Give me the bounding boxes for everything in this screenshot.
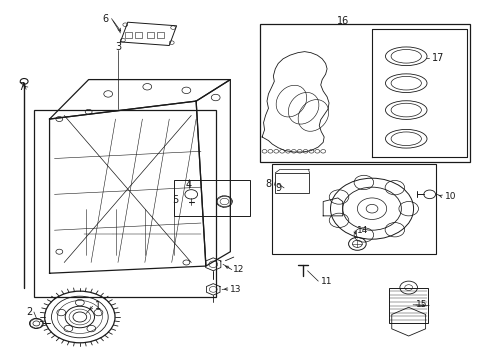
Bar	[135, 32, 142, 39]
Bar	[272, 164, 436, 253]
Text: 5: 5	[172, 195, 179, 205]
Text: 3: 3	[115, 42, 121, 52]
Text: 1: 1	[96, 301, 101, 311]
Text: 10: 10	[444, 192, 456, 201]
Text: 7: 7	[18, 82, 24, 92]
Text: 17: 17	[432, 53, 444, 63]
Text: 11: 11	[321, 276, 333, 285]
Bar	[147, 32, 154, 39]
Text: 6: 6	[103, 14, 109, 24]
Text: 13: 13	[229, 284, 241, 293]
Bar	[34, 110, 216, 297]
Text: 14: 14	[357, 226, 368, 235]
Text: 8: 8	[266, 179, 271, 189]
Bar	[157, 32, 164, 39]
Bar	[174, 180, 250, 216]
Text: 4: 4	[186, 180, 192, 190]
Text: 2: 2	[26, 307, 32, 317]
Bar	[125, 32, 132, 39]
Text: 12: 12	[233, 265, 245, 274]
Bar	[275, 173, 310, 193]
Text: 9: 9	[275, 183, 281, 193]
Bar	[260, 24, 470, 162]
Text: 15: 15	[416, 300, 428, 309]
Bar	[389, 288, 428, 323]
Text: 16: 16	[337, 17, 349, 27]
